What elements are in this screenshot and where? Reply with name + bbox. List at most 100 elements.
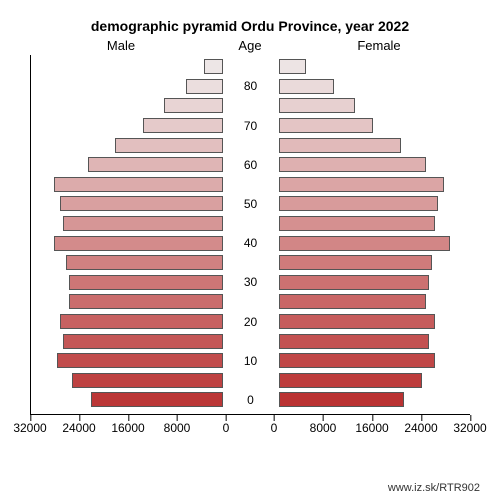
male-bar <box>115 138 222 153</box>
male-bar <box>88 157 223 172</box>
female-side <box>275 273 471 293</box>
male-side <box>31 155 227 175</box>
male-bar <box>72 373 222 388</box>
male-bar <box>204 59 222 74</box>
pyramid-row: 60 <box>31 155 470 175</box>
female-bar <box>279 373 423 388</box>
age-tick-label: 20 <box>227 315 275 329</box>
female-side <box>275 351 471 371</box>
female-side <box>275 96 471 116</box>
pyramid-row: 10 <box>31 351 470 371</box>
male-bar <box>63 216 222 231</box>
female-side <box>275 331 471 351</box>
male-side <box>31 194 227 214</box>
male-bar <box>60 314 222 329</box>
female-side <box>275 57 471 77</box>
male-side <box>31 135 227 155</box>
age-tick-label: 80 <box>227 79 275 93</box>
female-bar <box>279 138 402 153</box>
pyramid-row: 40 <box>31 233 470 253</box>
age-tick-label: 50 <box>227 197 275 211</box>
credit-text: www.iz.sk/RTR902 <box>388 482 480 494</box>
chart-title: demographic pyramid Ordu Province, year … <box>0 0 500 34</box>
female-bar <box>279 196 438 211</box>
female-side <box>275 390 471 410</box>
age-tick-label: 40 <box>227 236 275 250</box>
pyramid-row <box>31 175 470 195</box>
male-bar <box>69 294 222 309</box>
pyramid-row <box>31 57 470 77</box>
age-tick-label: 70 <box>227 119 275 133</box>
female-bar <box>279 294 426 309</box>
pyramid-row <box>31 371 470 391</box>
male-side <box>31 371 227 391</box>
female-bar <box>279 59 307 74</box>
male-side <box>31 253 227 273</box>
male-side <box>31 116 227 136</box>
age-tick-label: 30 <box>227 275 275 289</box>
x-tick: 8000 <box>310 421 337 435</box>
male-bar <box>57 353 222 368</box>
female-side <box>275 116 471 136</box>
x-tick: 24000 <box>404 421 437 435</box>
female-side <box>275 214 471 234</box>
pyramid-row <box>31 331 470 351</box>
female-bar <box>279 79 334 94</box>
female-bar <box>279 236 451 251</box>
x-tick: 16000 <box>111 421 144 435</box>
x-tick: 0 <box>223 421 230 435</box>
male-side <box>31 175 227 195</box>
male-bar <box>91 392 223 407</box>
female-bar <box>279 275 429 290</box>
male-header: Male <box>0 38 222 53</box>
pyramid-row <box>31 214 470 234</box>
x-tick: 24000 <box>62 421 95 435</box>
x-tick: 16000 <box>355 421 388 435</box>
pyramid-row: 0 <box>31 390 470 410</box>
pyramid-row: 70 <box>31 116 470 136</box>
male-bar <box>60 196 222 211</box>
female-side <box>275 292 471 312</box>
female-side <box>275 77 471 97</box>
male-bar <box>66 255 222 270</box>
pyramid-row <box>31 96 470 116</box>
x-axis: 3200024000160008000008000160002400032000 <box>30 415 470 445</box>
male-side <box>31 57 227 77</box>
female-side <box>275 233 471 253</box>
pyramid-chart: 80 70 60 50 40 30 20 10 0 <box>30 55 470 415</box>
female-bar <box>279 118 374 133</box>
female-bar <box>279 334 429 349</box>
female-side <box>275 194 471 214</box>
pyramid-row <box>31 253 470 273</box>
pyramid-row: 80 <box>31 77 470 97</box>
female-bar <box>279 314 435 329</box>
age-tick-label: 60 <box>227 158 275 172</box>
age-tick-label: 0 <box>227 393 275 407</box>
age-tick-label: 10 <box>227 354 275 368</box>
male-bar <box>69 275 222 290</box>
pyramid-row: 50 <box>31 194 470 214</box>
female-side <box>275 175 471 195</box>
header-row: Male Age Female <box>0 34 500 55</box>
pyramid-row: 30 <box>31 273 470 293</box>
female-side <box>275 155 471 175</box>
male-side <box>31 273 227 293</box>
pyramid-row <box>31 135 470 155</box>
male-bar <box>143 118 223 133</box>
male-side <box>31 214 227 234</box>
male-side <box>31 96 227 116</box>
female-side <box>275 135 471 155</box>
x-tick: 0 <box>271 421 278 435</box>
female-side <box>275 371 471 391</box>
male-side <box>31 292 227 312</box>
male-bar <box>186 79 223 94</box>
female-bar <box>279 255 432 270</box>
female-side <box>275 253 471 273</box>
male-bar <box>54 236 222 251</box>
female-bar <box>279 98 356 113</box>
male-bar <box>63 334 222 349</box>
male-bar <box>164 98 222 113</box>
x-tick: 32000 <box>13 421 46 435</box>
male-side <box>31 331 227 351</box>
x-tick: 8000 <box>164 421 191 435</box>
